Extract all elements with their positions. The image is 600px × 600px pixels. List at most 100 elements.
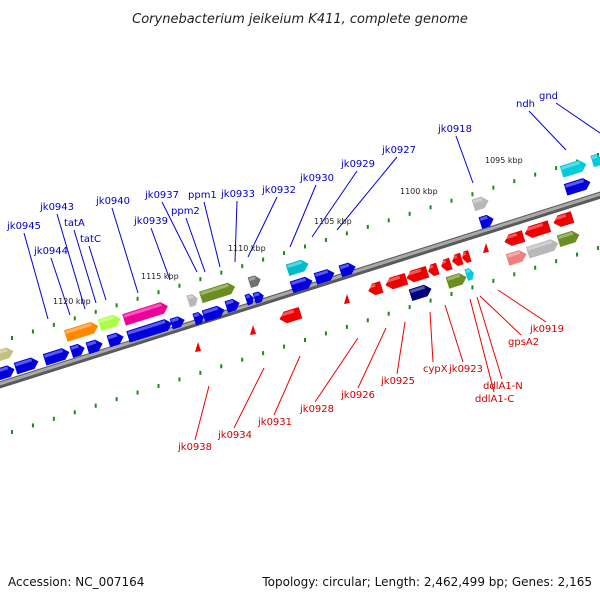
- reverse-gene-marker: [195, 342, 201, 352]
- forward-gene: [445, 273, 467, 289]
- reverse-gene: [367, 281, 384, 296]
- reverse-leader-line: [357, 327, 387, 389]
- forward-gene: [408, 284, 432, 302]
- reverse-leader-line: [497, 289, 547, 323]
- reverse-gene-marker: [483, 243, 489, 253]
- forward-leader-line: [73, 229, 97, 304]
- reverse-tick: [73, 410, 76, 415]
- forward-tick: [157, 290, 160, 295]
- kbp-label: 1120 kbp: [53, 297, 91, 306]
- reverse-tick: [157, 384, 160, 388]
- forward-tick: [94, 309, 97, 314]
- reverse-tick: [492, 278, 495, 283]
- forward-gene: [199, 282, 236, 304]
- reverse-tick: [11, 430, 13, 434]
- reverse-gene: [278, 306, 303, 324]
- forward-gene: [126, 319, 172, 343]
- forward-gene-label: ndh: [516, 99, 535, 110]
- reverse-tick: [178, 377, 181, 382]
- forward-gene-label: ppm1: [188, 190, 217, 201]
- forward-leader-line: [56, 213, 86, 310]
- reverse-tick: [366, 318, 369, 323]
- reverse-leader-line: [396, 321, 406, 375]
- reverse-tick: [471, 285, 474, 290]
- forward-gene: [224, 298, 240, 313]
- reverse-leader-line: [429, 311, 434, 363]
- forward-tick: [73, 316, 76, 321]
- forward-leader-line: [555, 102, 600, 134]
- reverse-tick: [345, 324, 348, 329]
- reverse-tick: [576, 252, 579, 257]
- reverse-tick: [262, 351, 265, 356]
- forward-gene: [505, 250, 527, 266]
- forward-gene: [85, 339, 103, 355]
- forward-gene: [122, 302, 168, 326]
- forward-gene: [106, 332, 124, 348]
- reverse-gene-label: ddlA1-N: [483, 381, 523, 392]
- reverse-tick: [450, 292, 453, 296]
- forward-tick: [513, 179, 516, 184]
- reverse-gene: [427, 262, 440, 277]
- forward-tick: [115, 303, 118, 308]
- accession-label: Accession: NC_007164: [8, 575, 144, 589]
- forward-tick: [31, 329, 34, 334]
- forward-leader-line: [161, 201, 198, 273]
- forward-gene: [464, 268, 474, 281]
- forward-gene-label: tatA: [64, 218, 85, 229]
- forward-tick: [429, 205, 432, 210]
- forward-tick: [199, 277, 202, 282]
- forward-tick: [387, 218, 390, 223]
- forward-tick: [597, 153, 599, 157]
- forward-leader-line: [111, 207, 139, 294]
- forward-gene: [63, 321, 99, 342]
- forward-gene: [201, 305, 225, 323]
- forward-tick: [304, 244, 306, 249]
- forward-gene-label: ppm2: [171, 206, 200, 217]
- reverse-tick: [304, 338, 306, 342]
- reverse-tick: [597, 246, 599, 250]
- forward-gene: [471, 196, 489, 212]
- forward-tick: [283, 251, 286, 256]
- reverse-leader-line: [469, 298, 495, 393]
- reverse-tick: [94, 403, 97, 408]
- forward-leader-line: [455, 135, 474, 184]
- reverse-leader-line: [314, 337, 359, 403]
- reverse-tick: [220, 364, 223, 369]
- reverse-gene-label: jk0938: [177, 442, 212, 453]
- reverse-gene-marker: [344, 294, 350, 304]
- reverse-gene-label: jk0928: [299, 404, 334, 415]
- forward-leader-line: [234, 200, 238, 263]
- reverse-gene: [405, 265, 430, 283]
- reverse-gene: [461, 250, 472, 263]
- forward-tick: [11, 336, 13, 340]
- forward-tick: [52, 322, 55, 327]
- forward-gene: [0, 347, 14, 363]
- forward-tick: [262, 257, 265, 262]
- forward-leader-line: [50, 257, 71, 316]
- kbp-label: 1105 kbp: [314, 217, 352, 226]
- forward-leader-line: [150, 227, 171, 281]
- forward-gene: [590, 153, 600, 168]
- forward-gene-label: jk0940: [95, 196, 130, 207]
- reverse-tick: [31, 423, 34, 428]
- forward-gene-label: jk0943: [39, 202, 74, 213]
- forward-leader-line: [528, 110, 567, 151]
- forward-gene: [289, 276, 313, 294]
- forward-leader-line: [247, 196, 278, 258]
- reverse-tick: [199, 370, 202, 375]
- kbp-label: 1115 kbp: [141, 272, 179, 281]
- forward-tick: [324, 237, 327, 242]
- reverse-gene-label: jk0931: [257, 417, 292, 428]
- reverse-gene-label: ddlA1-C: [475, 394, 514, 405]
- reverse-tick: [408, 305, 411, 310]
- forward-gene-label: tatC: [80, 234, 101, 245]
- forward-tick: [178, 283, 181, 288]
- forward-gene: [13, 357, 39, 375]
- forward-gene: [338, 262, 356, 278]
- reverse-tick: [115, 397, 118, 402]
- forward-gene-label: gnd: [539, 91, 558, 102]
- forward-gene-label: jk0945: [6, 221, 41, 232]
- forward-leader-line: [203, 201, 221, 268]
- reverse-gene-label: jk0926: [340, 390, 375, 401]
